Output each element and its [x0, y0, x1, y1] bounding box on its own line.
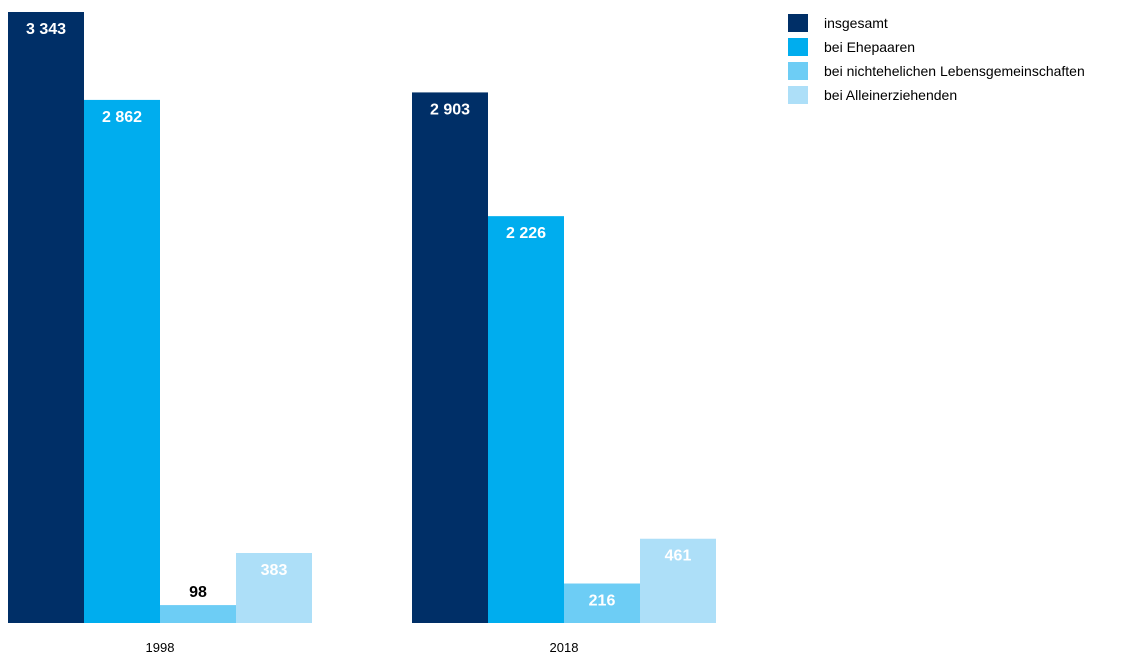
legend-swatch-insgesamt — [788, 14, 808, 32]
legend: insgesamt bei Ehepaaren bei nichtehelichen… — [788, 14, 1085, 104]
legend-swatch-bei-alleinerziehenden — [788, 86, 808, 104]
bar-bei-alleinerziehenden-2018 — [640, 538, 716, 623]
data-label-insgesamt-2018: 2 903 — [430, 101, 470, 118]
bar-bei-nichtehelichen-lebensgemeinschaften-2018 — [564, 583, 640, 623]
bar-labels-group: 3 343 2 862 98 383 2 903 2 226 216 461 — [26, 21, 691, 610]
x-tick-label-1998: 1998 — [146, 640, 175, 655]
x-tick-label-2018: 2018 — [550, 640, 579, 655]
bar-bei-alleinerziehenden-1998 — [236, 552, 312, 623]
data-label-bei-ehepaaren-2018: 2 226 — [506, 225, 546, 242]
legend-label-bei-ehepaaren: bei Ehepaaren — [824, 39, 915, 55]
legend-label-bei-nichtehelichen-lebensgemeinschaften: bei nichtehelichen Lebensgemeinschaften — [824, 63, 1085, 79]
data-label-bei-nichtehelichen-lebensgemeinschaften-1998: 98 — [189, 584, 207, 601]
data-label-bei-alleinerziehenden-2018: 461 — [665, 548, 692, 565]
bar-insgesamt-1998 — [8, 12, 84, 623]
legend-swatch-bei-ehepaaren — [788, 38, 808, 56]
bar-insgesamt-2018 — [412, 92, 488, 624]
data-label-bei-ehepaaren-1998: 2 862 — [102, 109, 142, 126]
bars-group — [8, 12, 716, 624]
data-label-bei-alleinerziehenden-1998: 383 — [261, 562, 288, 579]
bar-bei-ehepaaren-1998 — [84, 99, 160, 623]
legend-label-insgesamt: insgesamt — [824, 15, 888, 31]
x-axis-ticks: 1998 2018 — [146, 640, 579, 655]
data-label-insgesamt-1998: 3 343 — [26, 21, 66, 38]
legend-label-bei-alleinerziehenden: bei Alleinerziehenden — [824, 87, 957, 103]
bar-bei-ehepaaren-2018 — [488, 216, 564, 623]
legend-swatch-bei-nichtehelichen-lebensgemeinschaften — [788, 62, 808, 80]
data-label-bei-nichtehelichen-lebensgemeinschaften-2018: 216 — [589, 593, 616, 610]
bar-bei-nichtehelichen-lebensgemeinschaften-1998 — [160, 605, 236, 623]
